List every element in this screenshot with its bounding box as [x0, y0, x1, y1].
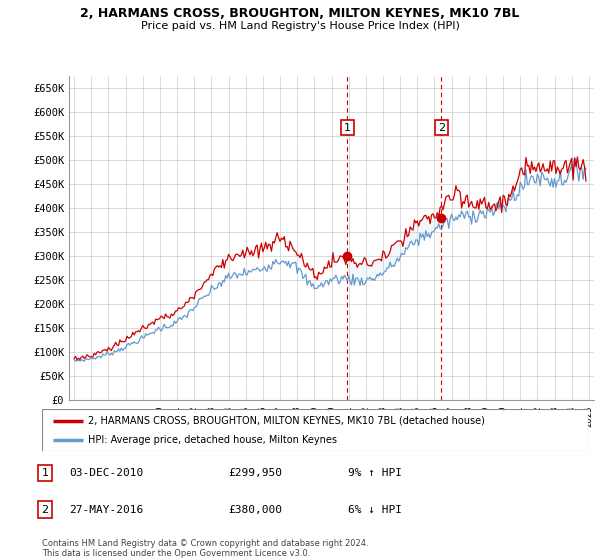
- Text: 1: 1: [41, 468, 49, 478]
- Text: 03-DEC-2010: 03-DEC-2010: [69, 468, 143, 478]
- Text: 1: 1: [344, 123, 351, 133]
- Text: 2: 2: [438, 123, 445, 133]
- Text: HPI: Average price, detached house, Milton Keynes: HPI: Average price, detached house, Milt…: [88, 435, 337, 445]
- Text: 9% ↑ HPI: 9% ↑ HPI: [348, 468, 402, 478]
- Text: £299,950: £299,950: [228, 468, 282, 478]
- Text: 2, HARMANS CROSS, BROUGHTON, MILTON KEYNES, MK10 7BL: 2, HARMANS CROSS, BROUGHTON, MILTON KEYN…: [80, 7, 520, 20]
- Text: 2, HARMANS CROSS, BROUGHTON, MILTON KEYNES, MK10 7BL (detached house): 2, HARMANS CROSS, BROUGHTON, MILTON KEYN…: [88, 416, 485, 426]
- Text: £380,000: £380,000: [228, 505, 282, 515]
- Text: 27-MAY-2016: 27-MAY-2016: [69, 505, 143, 515]
- Text: Price paid vs. HM Land Registry's House Price Index (HPI): Price paid vs. HM Land Registry's House …: [140, 21, 460, 31]
- Text: Contains HM Land Registry data © Crown copyright and database right 2024.
This d: Contains HM Land Registry data © Crown c…: [42, 539, 368, 558]
- Text: 6% ↓ HPI: 6% ↓ HPI: [348, 505, 402, 515]
- Text: 2: 2: [41, 505, 49, 515]
